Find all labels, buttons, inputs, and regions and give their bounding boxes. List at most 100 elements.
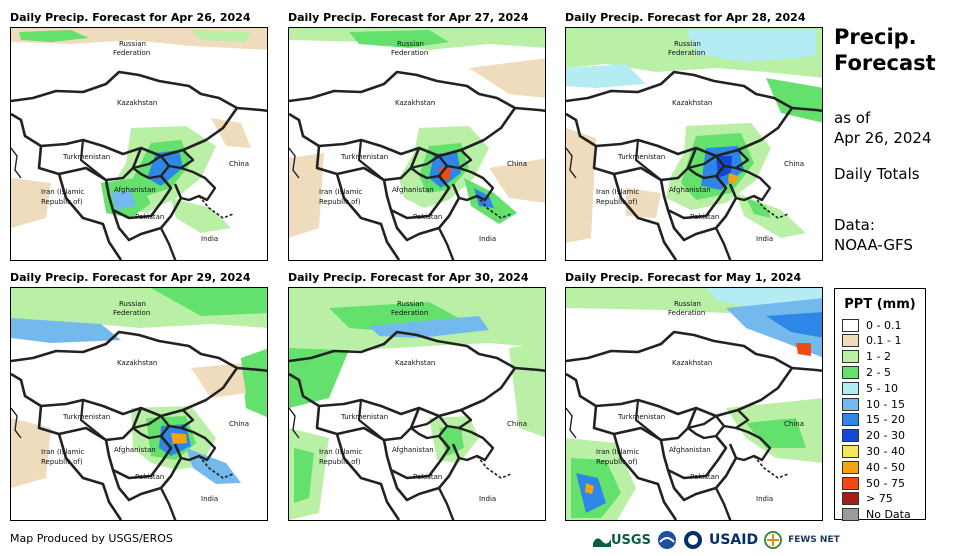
forecast-map-apr-28: Russian Federation Kazakhstan Turkmenist…: [565, 27, 823, 261]
forecast-map-apr-30: Russian Federation Kazakhstan Turkmenist…: [288, 287, 546, 521]
data-source-block: Data: NOAA-GFS: [834, 215, 913, 255]
label-russia-l1: Russian: [674, 300, 701, 308]
label-pakistan: Pakistan: [413, 213, 442, 221]
as-of-label: as of: [834, 109, 871, 127]
legend-swatch: [842, 350, 859, 364]
label-pakistan: Pakistan: [135, 213, 164, 221]
data-source-value: NOAA-GFS: [834, 236, 913, 254]
label-russia-l2: Federation: [391, 49, 428, 57]
panel-title-2: Daily Precip. Forecast for Apr 27, 2024: [288, 11, 529, 24]
label-china: China: [784, 420, 804, 428]
label-russia-l2: Federation: [668, 49, 705, 57]
as-of-block: as of Apr 26, 2024: [834, 108, 932, 148]
legend-item: > 75: [842, 491, 893, 507]
legend-label: 30 - 40: [866, 444, 905, 458]
label-afghanistan: Afghanistan: [669, 446, 711, 454]
noaa-logo-icon: [657, 531, 676, 549]
legend-item: 20 - 30: [842, 428, 905, 444]
data-source-label: Data:: [834, 216, 875, 234]
legend-swatch: [842, 508, 859, 522]
label-india: India: [479, 495, 496, 503]
label-iran-l2: Republic of): [319, 198, 361, 206]
label-china: China: [229, 420, 249, 428]
label-pakistan: Pakistan: [690, 213, 719, 221]
forecast-title-line1: Precip.: [834, 25, 917, 49]
forecast-map-apr-27: Russian Federation Kazakhstan Turkmenist…: [288, 27, 546, 261]
label-india: India: [756, 495, 773, 503]
usgs-wave-icon: [593, 538, 611, 547]
usaid-seal-icon: [683, 531, 702, 549]
label-afghanistan: Afghanistan: [669, 186, 711, 194]
label-russia-l1: Russian: [119, 40, 146, 48]
panel-title-6: Daily Precip. Forecast for May 1, 2024: [565, 271, 802, 284]
label-turkmenistan: Turkmenistan: [340, 153, 388, 161]
label-kazakhstan: Kazakhstan: [672, 359, 712, 367]
label-russia-l1: Russian: [674, 40, 701, 48]
label-russia-l1: Russian: [397, 40, 424, 48]
legend-label: 20 - 30: [866, 429, 905, 443]
usaid-logo-text: USAID: [708, 532, 759, 548]
legend-label: 0.1 - 1: [866, 334, 902, 348]
label-russia-l1: Russian: [397, 300, 424, 308]
fews-net-icon: [764, 531, 783, 549]
legend-swatch: [842, 397, 859, 411]
legend-title: PPT (mm): [844, 297, 916, 312]
label-russia-l2: Federation: [113, 309, 150, 317]
label-turkmenistan: Turkmenistan: [340, 413, 388, 421]
legend-item: 30 - 40: [842, 443, 905, 459]
panel-title-4: Daily Precip. Forecast for Apr 29, 2024: [10, 271, 251, 284]
legend-item: 1 - 2: [842, 349, 891, 365]
panel-title-1: Daily Precip. Forecast for Apr 26, 2024: [10, 11, 251, 24]
label-turkmenistan: Turkmenistan: [62, 413, 110, 421]
label-kazakhstan: Kazakhstan: [117, 99, 157, 107]
label-afghanistan: Afghanistan: [114, 186, 156, 194]
label-iran-l2: Republic of): [41, 198, 83, 206]
label-iran-l1: Iran (Islamic: [41, 188, 84, 196]
usgs-logo-text: USGS: [611, 532, 651, 548]
label-pakistan: Pakistan: [413, 473, 442, 481]
legend-swatch: [842, 429, 859, 443]
legend-label: 15 - 20: [866, 413, 905, 427]
legend-swatch: [842, 476, 859, 490]
label-india: India: [756, 235, 773, 243]
legend-item: 15 - 20: [842, 412, 905, 428]
forecast-title: Precip. Forecast: [834, 24, 936, 76]
label-india: India: [201, 235, 218, 243]
label-iran-l1: Iran (Islamic: [596, 448, 639, 456]
legend-swatch: [842, 460, 859, 474]
label-pakistan: Pakistan: [690, 473, 719, 481]
label-turkmenistan: Turkmenistan: [617, 413, 665, 421]
label-russia-l1: Russian: [119, 300, 146, 308]
label-pakistan: Pakistan: [135, 473, 164, 481]
legend-label: 5 - 10: [866, 381, 898, 395]
forecast-map-may-1: Russian Federation Kazakhstan Turkmenist…: [565, 287, 823, 521]
legend-label: 1 - 2: [866, 350, 891, 364]
legend-swatch: [842, 381, 859, 395]
legend-label: No Data: [866, 508, 911, 522]
legend-swatch: [842, 318, 859, 332]
label-iran-l2: Republic of): [41, 458, 83, 466]
label-iran-l1: Iran (Islamic: [319, 188, 362, 196]
label-iran-l2: Republic of): [596, 198, 638, 206]
forecast-title-line2: Forecast: [834, 51, 936, 75]
legend-item: 5 - 10: [842, 380, 898, 396]
legend-swatch: [842, 334, 859, 348]
legend-item: 50 - 75: [842, 475, 905, 491]
legend-swatch: [842, 444, 859, 458]
label-iran-l2: Republic of): [319, 458, 361, 466]
legend-label: 40 - 50: [866, 460, 905, 474]
label-kazakhstan: Kazakhstan: [672, 99, 712, 107]
label-kazakhstan: Kazakhstan: [117, 359, 157, 367]
legend-label: 0 - 0.1: [866, 318, 902, 332]
agency-logos: USGS USAID FEWS NET: [593, 528, 840, 552]
label-russia-l2: Federation: [668, 309, 705, 317]
label-china: China: [229, 160, 249, 168]
map-credit: Map Produced by USGS/EROS: [10, 532, 173, 545]
label-kazakhstan: Kazakhstan: [395, 99, 435, 107]
legend-swatch: [842, 365, 859, 379]
label-kazakhstan: Kazakhstan: [395, 359, 435, 367]
forecast-map-apr-26: Russian Federation Kazakhstan Turkmenist…: [10, 27, 268, 261]
label-turkmenistan: Turkmenistan: [62, 153, 110, 161]
legend-item: 0 - 0.1: [842, 317, 901, 333]
panel-title-5: Daily Precip. Forecast for Apr 30, 2024: [288, 271, 529, 284]
